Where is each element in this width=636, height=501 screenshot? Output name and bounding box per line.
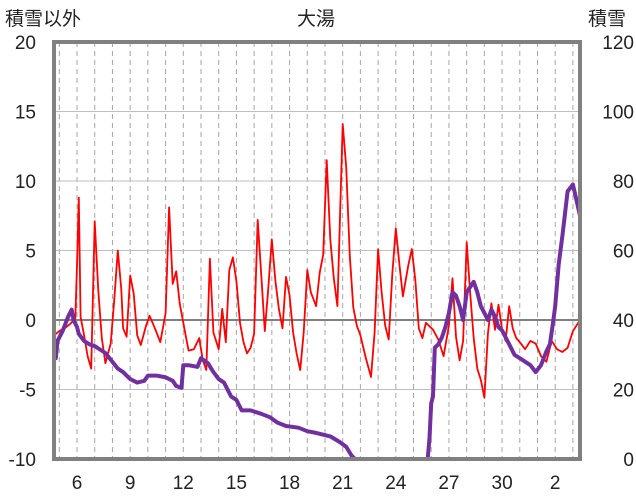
x-tick-label: 9	[125, 473, 136, 494]
x-tick-label: 12	[173, 473, 194, 494]
left-tick-label: 5	[25, 242, 36, 263]
left-tick-label: 10	[15, 172, 36, 193]
grid-lines	[54, 42, 580, 459]
left-tick-label: 0	[25, 311, 36, 332]
left-tick-label: -10	[9, 450, 36, 471]
right-tick-label: 20	[613, 381, 634, 402]
snow-depth-line	[53, 182, 582, 461]
right-tick-label: 100	[602, 103, 634, 124]
plot-frame	[52, 40, 582, 461]
chart-title: 大湯	[297, 8, 335, 30]
right-axis-title: 積雪	[588, 8, 626, 30]
right-tick-label: 0	[623, 450, 634, 471]
x-tick-label: 18	[279, 473, 300, 494]
left-tick-label: 15	[15, 103, 36, 124]
x-tick-label: 15	[226, 473, 247, 494]
x-tick-label: 24	[385, 473, 407, 494]
left-tick-label: -5	[19, 381, 36, 402]
x-tick-label: 6	[72, 473, 83, 494]
right-tick-label: 60	[613, 242, 634, 263]
right-tick-label: 120	[602, 33, 634, 54]
temperature-line	[54, 123, 580, 399]
x-tick-label: 30	[492, 473, 513, 494]
left-tick-label: 20	[15, 33, 36, 54]
left-axis-title: 積雪以外	[5, 8, 81, 30]
x-tick-label: 27	[438, 473, 459, 494]
right-tick-label: 80	[613, 172, 634, 193]
series-group	[53, 123, 582, 461]
x-tick-label: 21	[332, 473, 353, 494]
tick-labels: 20 15 10 5 0 -5 -10 120 100 80 60 40 20 0 6 9 12 15 18 21 24…	[9, 33, 634, 494]
right-tick-label: 40	[613, 311, 634, 332]
x-tick-label: 2	[550, 473, 561, 494]
